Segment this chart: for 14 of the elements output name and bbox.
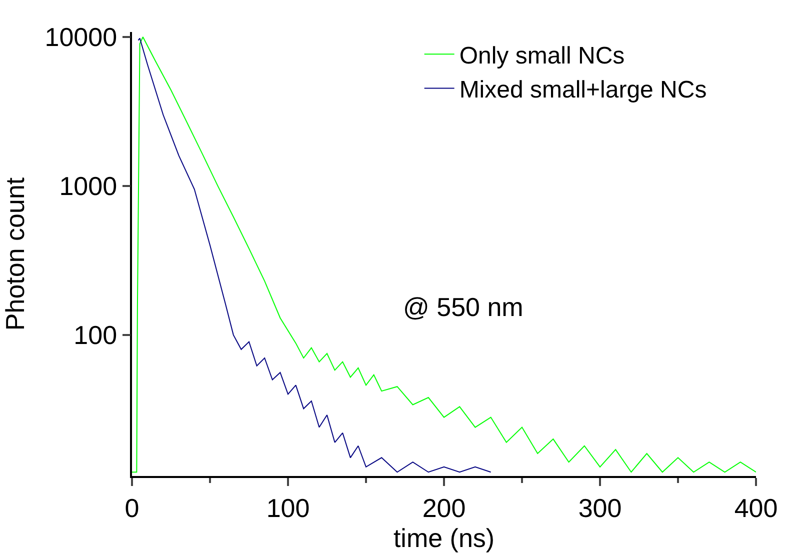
y-tick-label: 100	[74, 320, 118, 350]
x-tick-label: 300	[578, 492, 622, 523]
x-tick-label: 200	[422, 492, 466, 523]
y-tick-label: 1000	[59, 171, 118, 202]
x-tick-label: 0	[124, 492, 140, 523]
legend-label: Only small NCs	[459, 42, 625, 70]
legend-label: Mixed small+large NCs	[459, 76, 707, 104]
x-tick-label: 100	[266, 492, 310, 523]
y-tick-label: 10000	[44, 22, 118, 52]
x-axis-title: time (ns)	[393, 522, 495, 553]
x-tick-label: 400	[734, 492, 778, 523]
line-series	[132, 36, 756, 473]
y-axis-title: Photon count	[0, 176, 30, 331]
annotation: @ 550 nm	[403, 292, 524, 322]
